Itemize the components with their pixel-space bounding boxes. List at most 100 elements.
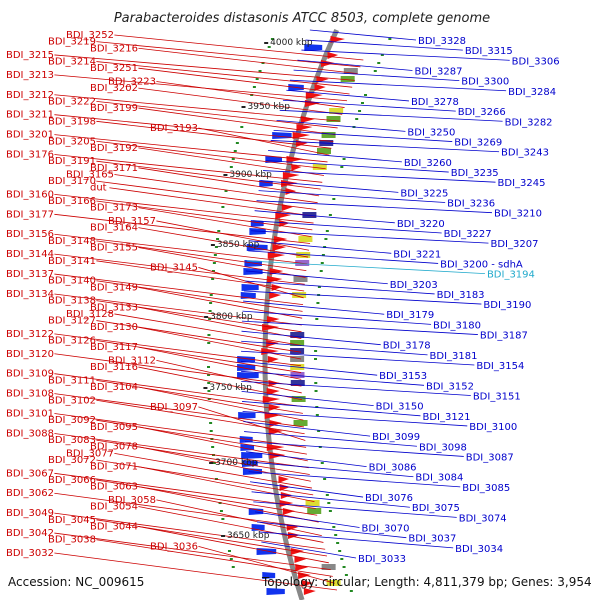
left-label-connector bbox=[54, 193, 314, 224]
gc-skew-tick bbox=[213, 254, 217, 256]
right-label-connector bbox=[282, 99, 456, 112]
left-label-connector bbox=[138, 326, 302, 360]
left-label-connector bbox=[96, 61, 353, 88]
left-label-connector bbox=[96, 200, 313, 231]
left-label-connector bbox=[54, 114, 334, 142]
gc-skew-tick bbox=[217, 230, 221, 232]
gc-skew-tick bbox=[332, 198, 336, 200]
right-label-connector bbox=[256, 200, 493, 214]
category-feature-block bbox=[326, 116, 341, 122]
left-gene-label: BDI_3155 bbox=[90, 243, 138, 254]
right-label-connector bbox=[246, 260, 485, 275]
left-label-connector bbox=[54, 54, 355, 81]
category-feature-block bbox=[321, 564, 336, 570]
forward-gene-feature bbox=[301, 580, 314, 587]
left-label-connector bbox=[96, 240, 307, 272]
right-gene-label: BDI_3084 bbox=[415, 473, 463, 484]
left-label-connector bbox=[96, 439, 310, 475]
left-gene-label: BDI_3063 bbox=[90, 482, 138, 493]
right-label-connector bbox=[251, 491, 410, 508]
category-feature-block bbox=[316, 148, 331, 154]
left-label-connector bbox=[138, 506, 324, 543]
right-gene-label: BDI_3194 bbox=[487, 270, 535, 281]
left-gene-label: BDI_3044 bbox=[90, 521, 138, 532]
gc-skew-tick bbox=[344, 574, 348, 576]
gc-skew-tick bbox=[355, 118, 359, 120]
right-gene-label: BDI_3187 bbox=[480, 331, 528, 342]
gc-skew-tick bbox=[360, 102, 364, 104]
left-gene-label: BDI_3176 bbox=[6, 150, 54, 161]
gc-skew-tick bbox=[214, 246, 218, 248]
left-label-connector bbox=[138, 426, 308, 462]
right-label-connector bbox=[241, 330, 381, 346]
gc-skew-tick bbox=[207, 366, 211, 368]
right-gene-label: BDI_3282 bbox=[505, 117, 553, 128]
gc-skew-tick bbox=[267, 46, 271, 48]
gc-skew-tick bbox=[338, 550, 342, 552]
left-gene-label: BDI_3173 bbox=[90, 203, 138, 214]
left-gene-label: BDI_3058 bbox=[108, 495, 156, 506]
gc-skew-tick bbox=[315, 406, 319, 408]
left-gene-label: BDI_3049 bbox=[6, 508, 54, 519]
right-label-connector bbox=[270, 140, 500, 153]
gc-skew-tick bbox=[224, 190, 228, 192]
left-label-connector bbox=[96, 340, 302, 373]
gc-skew-tick bbox=[328, 214, 332, 216]
kbp-marker-label: 3750 kbp bbox=[209, 383, 252, 393]
gc-skew-tick bbox=[377, 62, 381, 64]
gc-skew-tick bbox=[319, 270, 323, 272]
left-label-connector bbox=[54, 552, 338, 591]
left-label-connector bbox=[54, 333, 302, 367]
left-gene-label: BDI_3088 bbox=[6, 428, 54, 439]
accession-text: Accession: NC_009615 bbox=[8, 575, 144, 589]
right-gene-label: BDI_3098 bbox=[419, 442, 467, 453]
left-gene-label: BDI_3133 bbox=[90, 302, 138, 313]
left-label-connector bbox=[138, 306, 302, 339]
left-label-connector bbox=[138, 167, 320, 197]
left-gene-label: BDI_3170 bbox=[48, 176, 96, 187]
right-gene-label: BDI_3075 bbox=[412, 503, 460, 514]
left-gene-label: BDI_3177 bbox=[6, 209, 54, 220]
left-gene-label: BDI_3145 bbox=[150, 262, 198, 273]
left-gene-label: BDI_3211 bbox=[6, 110, 54, 121]
right-label-connector bbox=[246, 451, 367, 467]
gc-skew-tick bbox=[221, 206, 225, 208]
right-label-connector bbox=[245, 441, 464, 457]
left-label-connector bbox=[96, 419, 307, 455]
right-label-connector bbox=[243, 421, 371, 437]
right-label-connector bbox=[286, 89, 409, 102]
left-gene-label: BDI_3097 bbox=[150, 402, 198, 413]
category-feature-block bbox=[290, 348, 305, 354]
right-label-connector bbox=[255, 511, 360, 528]
gc-skew-tick bbox=[270, 38, 274, 40]
right-label-connector bbox=[253, 501, 457, 518]
forward-gene-feature bbox=[292, 132, 311, 139]
gc-skew-tick bbox=[211, 278, 215, 280]
right-label-connector bbox=[243, 300, 385, 315]
left-gene-label: BDI_3078 bbox=[90, 442, 138, 453]
left-label-connector bbox=[96, 300, 302, 333]
left-gene-label: BDI_3038 bbox=[48, 535, 96, 546]
right-label-connector bbox=[241, 391, 374, 407]
left-gene-label: BDI_3193 bbox=[150, 123, 198, 134]
gc-skew-tick bbox=[209, 430, 213, 432]
left-label-connector bbox=[156, 499, 322, 537]
forward-gene-feature bbox=[314, 84, 326, 91]
forward-gene-feature bbox=[267, 276, 283, 283]
right-label-connector bbox=[240, 360, 378, 376]
gc-skew-tick bbox=[219, 510, 223, 512]
right-gene-label: BDI_3181 bbox=[430, 351, 478, 362]
left-label-connector bbox=[54, 293, 302, 326]
gc-skew-tick bbox=[233, 150, 237, 152]
right-gene-label: BDI_3221 bbox=[393, 249, 441, 260]
left-gene-label: BDI_3095 bbox=[90, 422, 138, 433]
category-feature-block bbox=[292, 292, 307, 298]
reverse-gene-feature bbox=[272, 132, 292, 139]
right-label-connector bbox=[279, 109, 503, 122]
gc-skew-tick bbox=[227, 550, 231, 552]
right-label-connector bbox=[248, 250, 439, 264]
right-label-connector bbox=[259, 531, 454, 549]
right-gene-label: BDI_3227 bbox=[444, 229, 492, 240]
right-label-connector bbox=[252, 220, 442, 234]
